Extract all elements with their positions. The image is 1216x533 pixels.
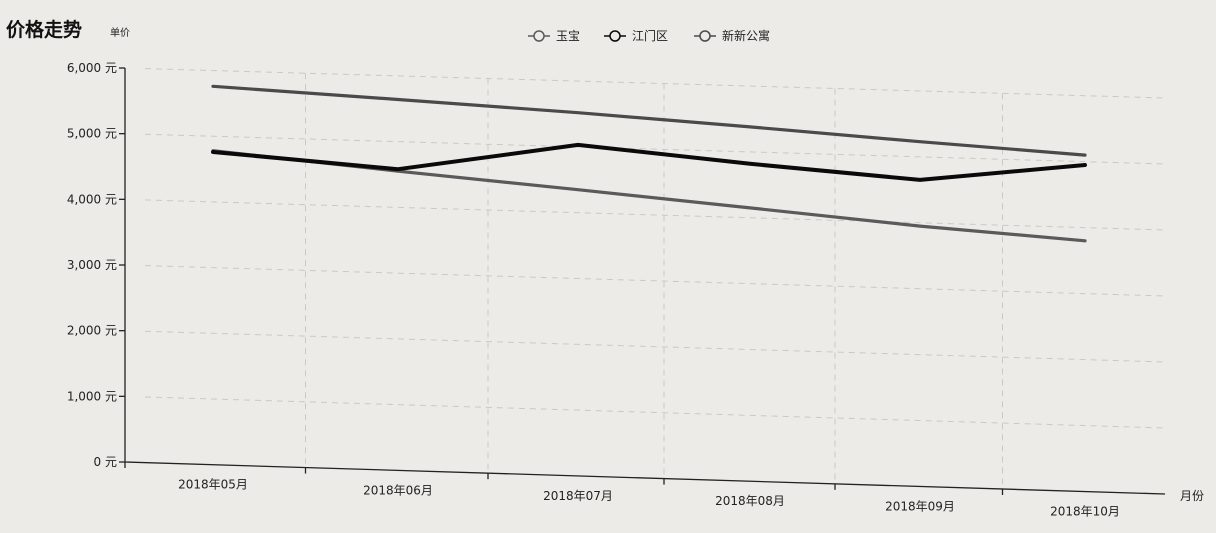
y-tick-label: 2,000 元 [67,324,117,338]
legend-item-2: 江门区 [604,28,668,43]
legend-item-3: 新新公寓 [694,28,770,43]
series-line-3 [211,84,1087,157]
chart-title: 价格走势 [6,18,82,41]
grid-lines [144,68,1166,489]
y-tick-label: 6,000 元 [67,61,117,75]
x-tick-label: 2018年06月 [363,483,433,497]
y-axis-unit-label: 单价 [110,27,130,39]
x-tick-label: 2018年05月 [178,478,248,492]
gridline-h [144,133,1166,165]
x-tick-label: 2018年08月 [715,494,785,508]
y-tick-label: 3,000 元 [67,258,117,272]
legend-item-1: 玉宝 [528,29,580,43]
x-axis-label: 月份 [1180,489,1204,503]
legend-label: 新新公寓 [722,28,770,43]
legend-circle-marker [699,30,711,42]
legend-circle-marker [533,30,545,42]
y-tick-label: 0 元 [94,455,117,469]
y-tick-label: 5,000 元 [67,127,117,141]
series-line-2 [211,142,1087,182]
legend-label: 玉宝 [556,29,580,43]
axes [119,67,1166,495]
legend-label: 江门区 [632,28,668,43]
x-tick-label: 2018年10月 [1050,505,1120,519]
series-lines [211,84,1087,243]
gridline-h [144,396,1166,429]
gridline-h [144,330,1166,363]
tick-labels: 0 元 1,000 元 2,000 元 3,000 元 4,000 元 5,000 元 6,… [67,61,1120,519]
x-tick-label: 2018年07月 [543,489,613,503]
x-axis-line [124,461,1166,495]
gridline-h [144,265,1166,297]
legend-circle-marker [609,30,621,42]
y-tick-label: 4,000 元 [67,192,117,206]
x-tick-label: 2018年09月 [885,499,955,513]
gridline-h [144,68,1166,99]
legend: 玉宝 江门区 新新公寓 [528,28,770,43]
gridline-h [144,199,1166,231]
y-tick-label: 1,000 元 [67,389,117,403]
